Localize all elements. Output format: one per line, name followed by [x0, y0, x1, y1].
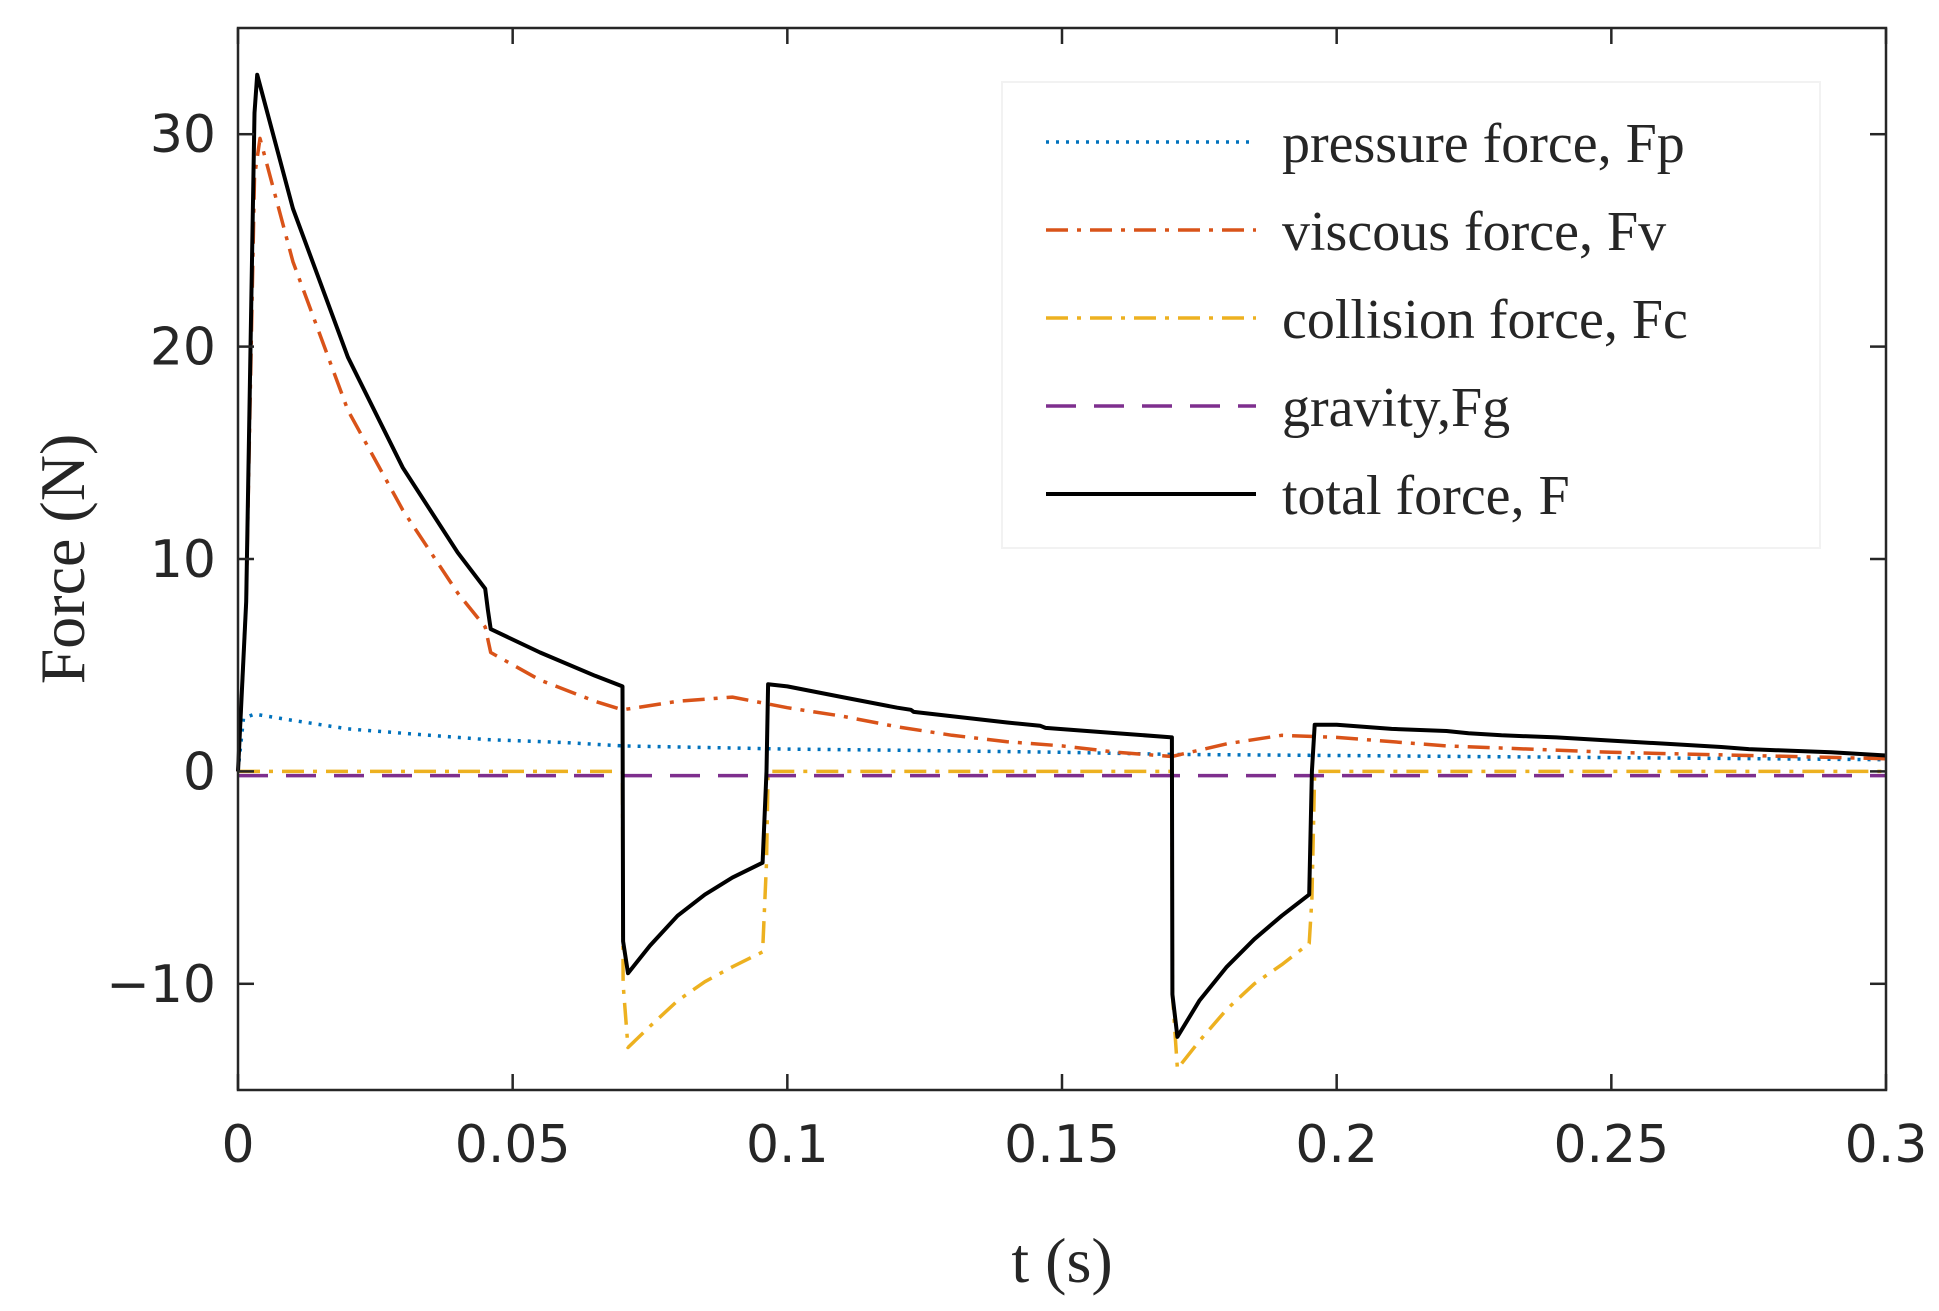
y-tick-label: 0 — [183, 742, 216, 802]
y-tick-label: 10 — [150, 530, 216, 590]
legend: pressure force, Fp viscous force, Fv colli… — [1001, 81, 1821, 549]
legend-label: gravity,Fg — [1282, 377, 1510, 439]
legend-label: viscous force, Fv — [1282, 201, 1666, 263]
y-tick-label: 30 — [150, 105, 216, 165]
x-tick-label: 0.05 — [455, 1115, 571, 1175]
x-tick-label: 0.15 — [1004, 1115, 1120, 1175]
legend-label: total force, F — [1282, 465, 1570, 527]
y-axis-label: Force (N) — [27, 434, 98, 685]
series-layer — [236, 72, 1887, 1071]
x-tick-label: 0.2 — [1295, 1115, 1378, 1175]
x-tick-label: 0 — [221, 1115, 254, 1175]
x-tick-label: 0.1 — [746, 1115, 829, 1175]
series-line-2 — [238, 769, 1886, 1071]
x-axis-label: t (s) — [1011, 1225, 1112, 1296]
ticks-layer: 0 0.05 0.1 0.15 0.2 0.25 0.3 −10 0 10 20 30 — [106, 28, 1927, 1175]
x-tick-label: 0.3 — [1845, 1115, 1928, 1175]
x-tick-label: 0.25 — [1553, 1115, 1669, 1175]
legend-box — [1001, 81, 1821, 549]
series-line-4 — [236, 72, 1887, 1039]
y-tick-label: 20 — [150, 318, 216, 378]
legend-label: pressure force, Fp — [1282, 113, 1685, 175]
series-line-1 — [236, 136, 1887, 772]
legend-label: collision force, Fc — [1282, 289, 1688, 351]
y-tick-label: −10 — [106, 955, 216, 1015]
